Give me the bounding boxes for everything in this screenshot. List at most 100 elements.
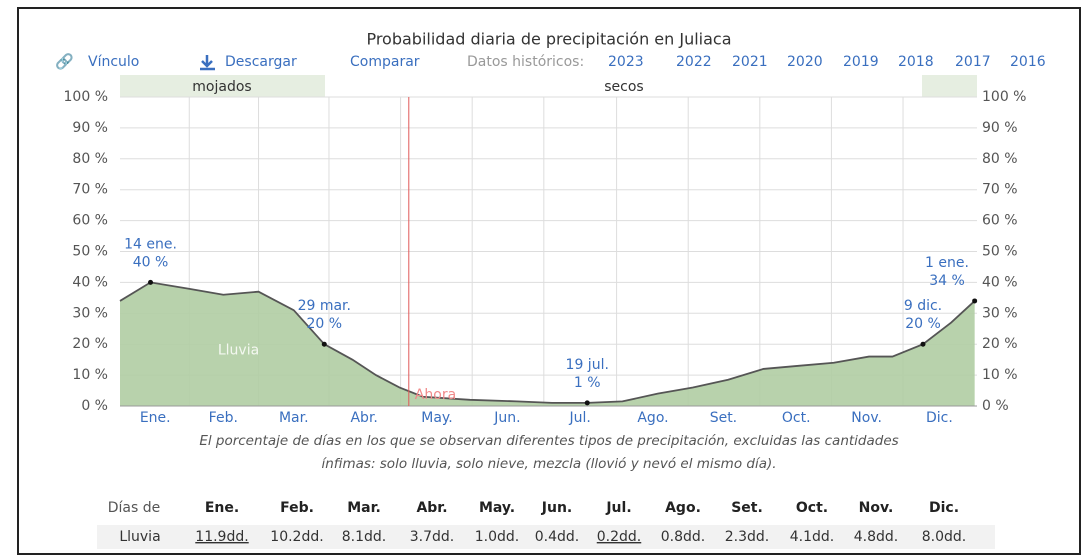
now-label: Ahora	[415, 387, 456, 403]
link[interactable]: Comparar	[350, 54, 420, 70]
link[interactable]: Descargar	[225, 54, 297, 70]
y-tick-label-right: 30 %	[982, 305, 1018, 321]
x-tick-label: Mar.	[279, 410, 309, 426]
year-link[interactable]: 2018	[898, 54, 934, 70]
y-tick-label-right: 20 %	[982, 336, 1018, 352]
annotation-date: 29 mar.	[298, 298, 351, 314]
y-tick-label-right: 80 %	[982, 151, 1018, 167]
table-cell: 1.0dd.	[475, 529, 520, 545]
historic-label: Datos históricos:	[467, 54, 584, 70]
table-cell: 11.9dd.	[195, 529, 248, 545]
area	[120, 282, 975, 406]
y-tick-label-right: 70 %	[982, 182, 1018, 198]
y-tick-label-right: 10 %	[982, 367, 1018, 383]
table-row-bg	[97, 525, 995, 549]
table-header: Abr.	[416, 500, 447, 516]
link-icon: 🔗	[55, 52, 74, 71]
x-tick-label: Oct.	[782, 410, 811, 426]
y-tick-label: 0 %	[81, 398, 108, 414]
table-header: Feb.	[280, 500, 314, 516]
x-tick-label: Ago.	[637, 410, 668, 426]
y-tick-label: 40 %	[72, 274, 108, 290]
y-tick-label-right: 50 %	[982, 244, 1018, 260]
table-header: Jun.	[541, 500, 572, 516]
y-tick-label: 80 %	[72, 151, 108, 167]
table-cell: 4.1dd.	[790, 529, 835, 545]
x-tick-label: Abr.	[350, 410, 377, 426]
annotation-date: 14 ene.	[124, 236, 177, 252]
y-tick-label: 70 %	[72, 182, 108, 198]
x-tick-label: Jun.	[493, 410, 520, 426]
year-link[interactable]: 2020	[787, 54, 823, 70]
table-header: Mar.	[347, 500, 381, 516]
y-tick-label-right: 40 %	[982, 274, 1018, 290]
table-header: May.	[479, 500, 515, 516]
table-cell: 8.1dd.	[342, 529, 387, 545]
table-cell: 0.2dd.	[597, 529, 642, 545]
annotation-point	[321, 341, 327, 347]
year-link[interactable]: 2019	[843, 54, 879, 70]
table-cell: 4.8dd.	[854, 529, 899, 545]
annotation-value: 20 %	[306, 316, 342, 332]
table-header: Oct.	[796, 500, 828, 516]
table-cell: 8.0dd.	[922, 529, 967, 545]
x-tick-label: Nov.	[851, 410, 882, 426]
year-link[interactable]: 2022	[676, 54, 712, 70]
table-cell: 0.4dd.	[535, 529, 580, 545]
year-link[interactable]: 2017	[955, 54, 991, 70]
wet-band	[120, 75, 325, 97]
x-tick-label: Jul.	[569, 410, 591, 426]
table-header: Jul.	[605, 500, 631, 516]
table-cell: 0.8dd.	[661, 529, 706, 545]
x-tick-label: Set.	[710, 410, 737, 426]
frame	[17, 7, 1081, 555]
caption: ínfimas: solo lluvia, solo nieve, mezcla…	[321, 456, 776, 472]
y-tick-label: 10 %	[72, 367, 108, 383]
table-cell: 3.7dd.	[410, 529, 455, 545]
x-tick-label: Dic.	[926, 410, 953, 426]
annotation-point	[920, 341, 926, 347]
year-link[interactable]: 2023	[608, 54, 644, 70]
table-header: Dic.	[929, 500, 959, 516]
band-label: secos	[604, 79, 643, 95]
table-cell: 10.2dd.	[270, 529, 323, 545]
y-tick-label-right: 60 %	[982, 213, 1018, 229]
annotation-value: 1 %	[574, 375, 601, 391]
table-header: Días de	[108, 500, 161, 516]
annotation-date: 19 jul.	[566, 357, 609, 373]
series-label: Lluvia	[218, 342, 259, 358]
year-link[interactable]: 2016	[1010, 54, 1046, 70]
x-tick-label: Feb.	[209, 410, 238, 426]
y-tick-label: 60 %	[72, 213, 108, 229]
y-tick-label: 50 %	[72, 244, 108, 260]
table-header: Set.	[731, 500, 763, 516]
y-tick-label-right: 90 %	[982, 120, 1018, 136]
annotation-value: 34 %	[929, 273, 965, 289]
annotation-date: 9 dic.	[904, 298, 942, 314]
band-label: mojados	[192, 79, 251, 95]
year-link[interactable]: 2021	[732, 54, 768, 70]
x-tick-label: Ene.	[140, 410, 171, 426]
y-tick-label-right: 100 %	[982, 89, 1026, 105]
table-cell: Lluvia	[119, 529, 160, 545]
link[interactable]: Vínculo	[88, 54, 139, 70]
line	[119, 281, 976, 404]
annotation-point	[972, 298, 978, 304]
table-cell: 2.3dd.	[725, 529, 770, 545]
y-tick-label: 20 %	[72, 336, 108, 352]
annotation-date: 1 ene.	[925, 255, 969, 271]
annotation-point	[148, 279, 154, 285]
wet-band	[922, 75, 977, 97]
download-icon	[200, 55, 215, 71]
y-tick-label: 90 %	[72, 120, 108, 136]
table-header: Nov.	[859, 500, 894, 516]
annotation-point	[584, 400, 590, 406]
caption: El porcentaje de días en los que se obse…	[199, 433, 898, 449]
x-tick-label: May.	[421, 410, 452, 426]
table-header: Ago.	[665, 500, 701, 516]
annotation-value: 20 %	[905, 316, 941, 332]
annotation-value: 40 %	[133, 254, 169, 270]
y-tick-label: 100 %	[64, 89, 108, 105]
y-tick-label: 30 %	[72, 305, 108, 321]
